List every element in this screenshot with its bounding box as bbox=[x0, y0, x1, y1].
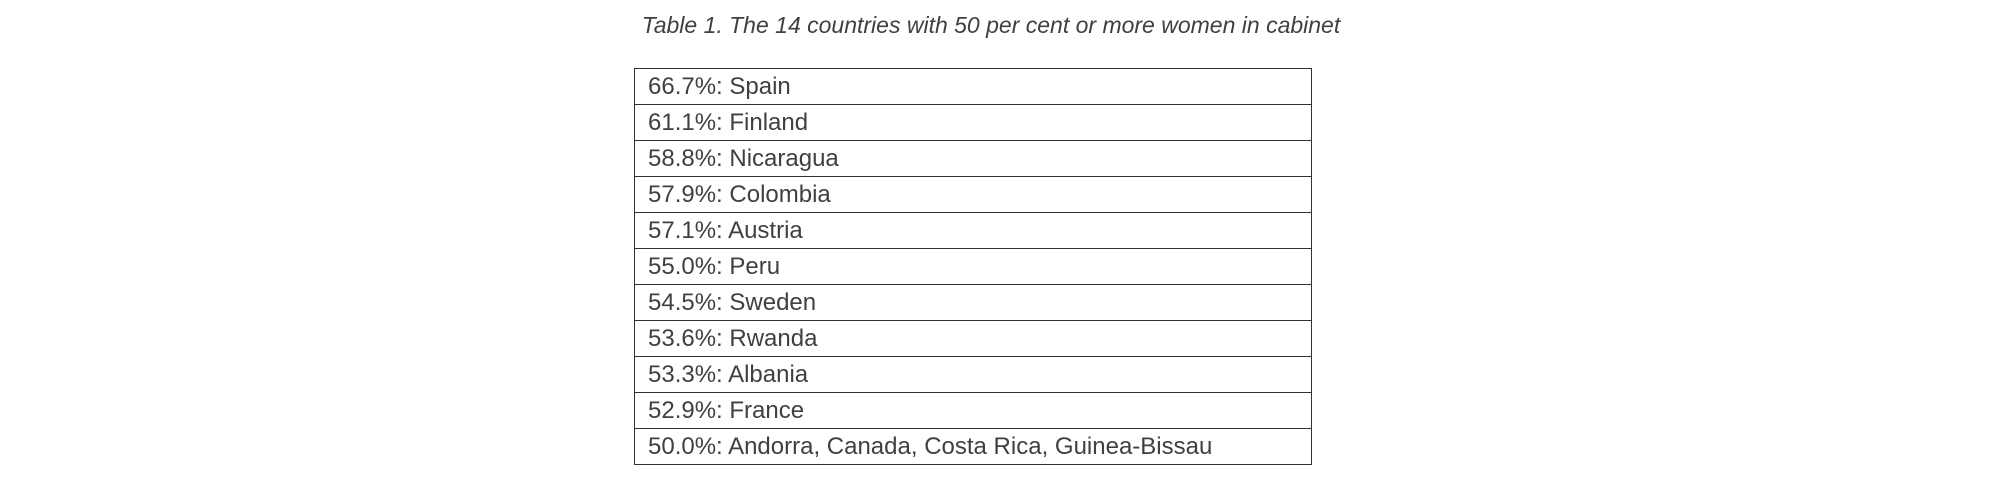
table-cell: 58.8%: Nicaragua bbox=[634, 140, 1312, 177]
table-cell: 66.7%: Spain bbox=[634, 68, 1312, 105]
table-caption: Table 1. The 14 countries with 50 per ce… bbox=[641, 12, 1341, 38]
table-row: 53.3%: Albania bbox=[634, 356, 1312, 393]
table-cell: 57.1%: Austria bbox=[634, 212, 1312, 249]
table-row: 52.9%: France bbox=[634, 392, 1312, 429]
table-cell: 55.0%: Peru bbox=[634, 248, 1312, 285]
table-cell: 50.0%: Andorra, Canada, Costa Rica, Guin… bbox=[634, 428, 1312, 465]
table-cell: 53.6%: Rwanda bbox=[634, 320, 1312, 357]
table-row: 54.5%: Sweden bbox=[634, 284, 1312, 321]
table-row: 58.8%: Nicaragua bbox=[634, 140, 1312, 177]
table-row: 57.1%: Austria bbox=[634, 212, 1312, 249]
table-cell: 53.3%: Albania bbox=[634, 356, 1312, 393]
table-row: 53.6%: Rwanda bbox=[634, 320, 1312, 357]
table-cell: 57.9%: Colombia bbox=[634, 176, 1312, 213]
table-row: 61.1%: Finland bbox=[634, 104, 1312, 141]
table-row: 50.0%: Andorra, Canada, Costa Rica, Guin… bbox=[634, 428, 1312, 465]
table-row: 57.9%: Colombia bbox=[634, 176, 1312, 213]
table-cell: 61.1%: Finland bbox=[634, 104, 1312, 141]
table: 66.7%: Spain 61.1%: Finland 58.8%: Nicarag… bbox=[634, 68, 1312, 465]
table-cell: 54.5%: Sweden bbox=[634, 284, 1312, 321]
table-body: 66.7%: Spain 61.1%: Finland 58.8%: Nicarag… bbox=[634, 68, 1312, 465]
table-cell: 52.9%: France bbox=[634, 392, 1312, 429]
table-row: 66.7%: Spain bbox=[634, 68, 1312, 105]
table-row: 55.0%: Peru bbox=[634, 248, 1312, 285]
